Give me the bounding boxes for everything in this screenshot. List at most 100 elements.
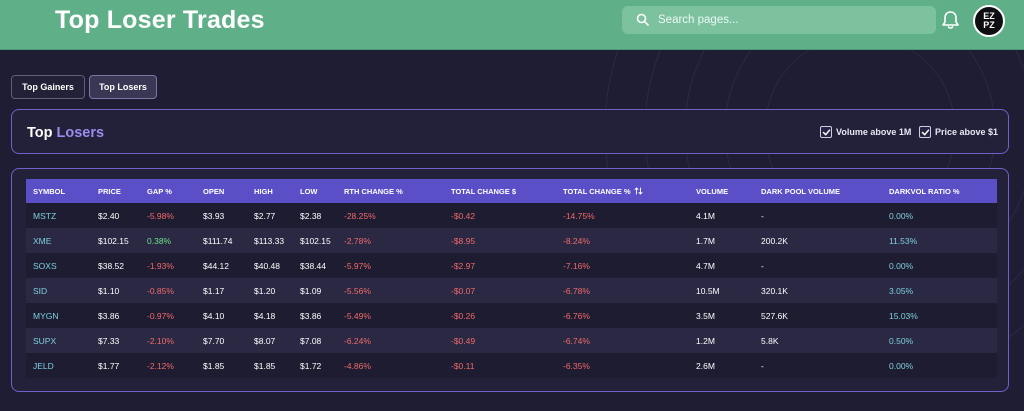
cell-low: $3.86 <box>300 310 322 321</box>
cell-darkvol-ratio: 3.05% <box>889 285 914 296</box>
cell-low: $1.72 <box>300 360 322 371</box>
cell-dark-pool-volume: - <box>761 260 764 271</box>
cell-total-change-pct: -6.78% <box>563 285 590 296</box>
cell-total-change-pct: -6.76% <box>563 310 590 321</box>
cell-high: $1.20 <box>254 285 276 296</box>
cell-volume: 1.7M <box>696 235 715 246</box>
filter-price-checkbox[interactable]: Price above $1 <box>919 126 998 138</box>
column-header[interactable]: PRICE <box>98 186 121 196</box>
filter-price-label: Price above $1 <box>935 127 999 137</box>
table-row[interactable]: MSTZ $2.40 -5.98% $3.93 $2.77 $2.38 -28.… <box>26 203 997 228</box>
table-row[interactable]: SOXS $38.52 -1.93% $44.12 $40.48 $38.44 … <box>26 253 997 278</box>
cell-symbol[interactable]: MYGN <box>33 310 59 321</box>
cell-rth-change: -5.97% <box>344 260 371 271</box>
cell-low: $7.08 <box>300 335 322 346</box>
cell-gap: -2.12% <box>147 360 174 371</box>
cell-open: $3.93 <box>203 210 225 221</box>
cell-volume: 4.7M <box>696 260 715 271</box>
cell-open: $4.10 <box>203 310 225 321</box>
cell-price: $38.52 <box>98 260 124 271</box>
cell-total-change-pct: -14.75% <box>563 210 595 221</box>
filter-volume-checkbox[interactable]: Volume above 1M <box>820 126 911 138</box>
cell-volume: 4.1M <box>696 210 715 221</box>
cell-dark-pool-volume: - <box>761 360 764 371</box>
column-header[interactable]: RTH CHANGE % <box>344 186 403 196</box>
column-header-label: TOTAL CHANGE % <box>563 186 631 196</box>
sort-icon <box>634 187 642 194</box>
losers-table: SYMBOL PRICE GAP % OPEN HIGH LOW RTH CHA… <box>26 179 997 378</box>
cell-gap: -1.93% <box>147 260 174 271</box>
search-icon <box>636 13 649 26</box>
cell-high: $8.07 <box>254 335 276 346</box>
table-row[interactable]: MYGN $3.86 -0.97% $4.10 $4.18 $3.86 -5.4… <box>26 303 997 328</box>
cell-darkvol-ratio: 0.00% <box>889 210 914 221</box>
cell-open: $1.17 <box>203 285 225 296</box>
avatar[interactable]: EZ PZ <box>973 5 1005 37</box>
cell-rth-change: -2.78% <box>344 235 371 246</box>
section-title: Top Losers <box>27 125 104 141</box>
table-row[interactable]: XME $102.15 0.38% $111.74 $113.33 $102.1… <box>26 228 997 253</box>
cell-total-change-dollar: -$0.42 <box>451 210 476 221</box>
table-row[interactable]: SID $1.10 -0.85% $1.17 $1.20 $1.09 -5.56… <box>26 278 997 303</box>
cell-total-change-pct: -8.24% <box>563 235 590 246</box>
column-header[interactable]: DARKVOL RATIO % <box>889 186 960 196</box>
table-row[interactable]: SUPX $7.33 -2.10% $7.70 $8.07 $7.08 -6.2… <box>26 328 997 353</box>
search-input[interactable] <box>658 10 928 30</box>
cell-total-change-dollar: -$8.95 <box>451 235 476 246</box>
cell-rth-change: -5.56% <box>344 285 371 296</box>
column-header[interactable]: SYMBOL <box>33 186 66 196</box>
cell-price: $7.33 <box>98 335 120 346</box>
column-header[interactable]: GAP % <box>147 186 172 196</box>
cell-volume: 2.6M <box>696 360 715 371</box>
cell-high: $2.77 <box>254 210 276 221</box>
cell-symbol[interactable]: MSTZ <box>33 210 57 221</box>
cell-symbol[interactable]: SUPX <box>33 335 57 346</box>
column-header[interactable]: DARK POOL VOLUME <box>761 186 841 196</box>
cell-darkvol-ratio: 0.00% <box>889 260 914 271</box>
cell-low: $1.09 <box>300 285 322 296</box>
column-header[interactable]: LOW <box>300 186 318 196</box>
cell-price: $3.86 <box>98 310 120 321</box>
section-header: Top Losers Volume above 1M Price above $… <box>11 109 1009 154</box>
cell-total-change-dollar: -$0.49 <box>451 335 476 346</box>
column-header[interactable]: TOTAL CHANGE $ <box>451 186 517 196</box>
cell-dark-pool-volume: - <box>761 210 764 221</box>
cell-symbol[interactable]: SID <box>33 285 48 296</box>
cell-price: $1.10 <box>98 285 120 296</box>
table-header-row: SYMBOL PRICE GAP % OPEN HIGH LOW RTH CHA… <box>26 179 997 203</box>
cell-high: $40.48 <box>254 260 280 271</box>
cell-total-change-dollar: -$0.11 <box>451 360 475 371</box>
filter-volume-label: Volume above 1M <box>836 127 912 137</box>
cell-gap: -2.10% <box>147 335 174 346</box>
column-header[interactable]: OPEN <box>203 186 225 196</box>
column-header-sorted[interactable]: TOTAL CHANGE % <box>556 179 689 203</box>
cell-total-change-dollar: -$0.07 <box>451 285 476 296</box>
cell-rth-change: -4.86% <box>344 360 371 371</box>
cell-symbol[interactable]: JELD <box>33 360 54 371</box>
cell-rth-change: -28.25% <box>344 210 376 221</box>
cell-gap: -0.97% <box>147 310 174 321</box>
avatar-text: EZ PZ <box>983 11 995 30</box>
page-title: Top Loser Trades <box>55 6 265 34</box>
cell-gap: -0.85% <box>147 285 174 296</box>
search-box[interactable] <box>622 6 936 34</box>
column-header[interactable]: HIGH <box>254 186 273 196</box>
table-row[interactable]: JELD $1.77 -2.12% $1.85 $1.85 $1.72 -4.8… <box>26 353 997 378</box>
cell-price: $1.77 <box>98 360 120 371</box>
cell-symbol[interactable]: XME <box>33 235 52 246</box>
cell-low: $2.38 <box>300 210 322 221</box>
cell-total-change-pct: -6.74% <box>563 335 590 346</box>
cell-total-change-dollar: -$2.97 <box>451 260 476 271</box>
column-header[interactable]: VOLUME <box>696 186 729 196</box>
cell-high: $1.85 <box>254 360 276 371</box>
cell-volume: 10.5M <box>696 285 720 296</box>
cell-open: $1.85 <box>203 360 225 371</box>
tab-top-losers[interactable]: Top Losers <box>89 75 157 99</box>
cell-open: $7.70 <box>203 335 225 346</box>
cell-gap: -5.98% <box>147 210 174 221</box>
cell-rth-change: -5.49% <box>344 310 371 321</box>
cell-symbol[interactable]: SOXS <box>33 260 57 271</box>
bell-icon[interactable] <box>941 10 960 30</box>
cell-high: $4.18 <box>254 310 276 321</box>
tab-top-gainers[interactable]: Top Gainers <box>11 75 85 99</box>
